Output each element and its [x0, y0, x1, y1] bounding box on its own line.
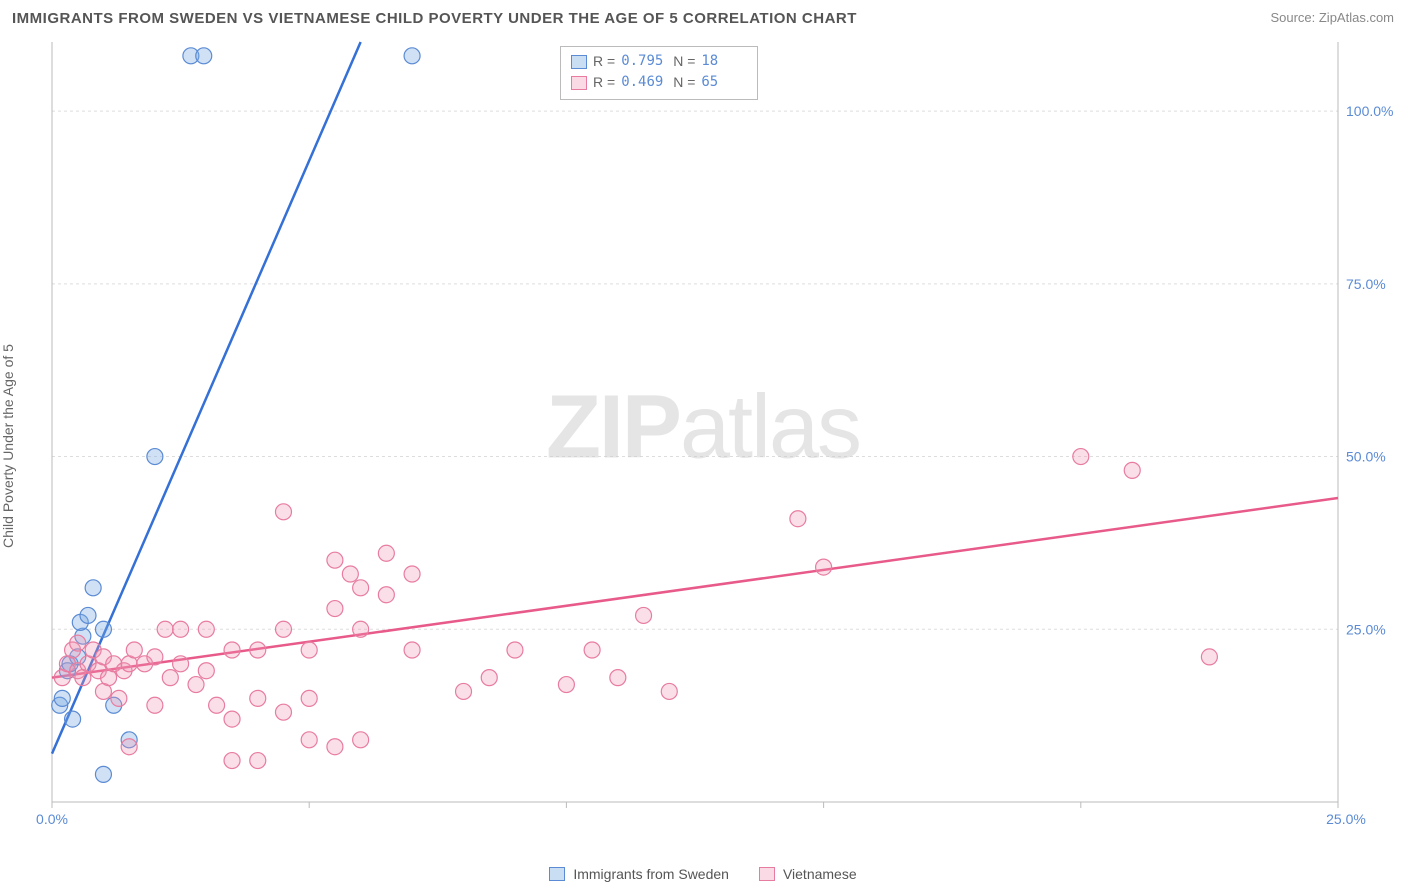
svg-text:25.0%: 25.0% — [1326, 811, 1366, 827]
legend-label-pink: Vietnamese — [783, 866, 857, 882]
stats-legend: R = 0.795 N = 18 R = 0.469 N = 65 — [560, 46, 758, 100]
title-bar: IMMIGRANTS FROM SWEDEN VS VIETNAMESE CHI… — [12, 10, 1394, 27]
r-label-2: R = — [593, 72, 615, 93]
legend-label-blue: Immigrants from Sweden — [573, 866, 729, 882]
n-value-blue: 18 — [701, 51, 747, 72]
legend-item-blue: Immigrants from Sweden — [549, 866, 729, 882]
stats-row-pink: R = 0.469 N = 65 — [571, 72, 747, 93]
chart-title: IMMIGRANTS FROM SWEDEN VS VIETNAMESE CHI… — [12, 10, 857, 27]
y-axis-label: Child Poverty Under the Age of 5 — [0, 344, 16, 548]
plot-area: 25.0%50.0%75.0%100.0%0.0%25.0% — [48, 42, 1388, 832]
r-value-blue: 0.795 — [621, 51, 667, 72]
svg-text:25.0%: 25.0% — [1346, 621, 1386, 637]
bottom-legend: Immigrants from Sweden Vietnamese — [0, 866, 1406, 882]
svg-text:75.0%: 75.0% — [1346, 276, 1386, 292]
chart-container: IMMIGRANTS FROM SWEDEN VS VIETNAMESE CHI… — [0, 0, 1406, 892]
stats-row-blue: R = 0.795 N = 18 — [571, 51, 747, 72]
legend-swatch-pink-icon — [759, 867, 775, 881]
svg-text:0.0%: 0.0% — [36, 811, 68, 827]
n-value-pink: 65 — [701, 72, 747, 93]
svg-text:50.0%: 50.0% — [1346, 449, 1386, 465]
legend-swatch-blue-icon — [549, 867, 565, 881]
n-label-2: N = — [673, 72, 695, 93]
legend-item-pink: Vietnamese — [759, 866, 857, 882]
source-attribution: Source: ZipAtlas.com — [1270, 10, 1394, 25]
swatch-pink-icon — [571, 76, 587, 90]
swatch-blue-icon — [571, 55, 587, 69]
svg-text:100.0%: 100.0% — [1346, 103, 1393, 119]
r-label: R = — [593, 51, 615, 72]
r-value-pink: 0.469 — [621, 72, 667, 93]
scatter-svg: 25.0%50.0%75.0%100.0%0.0%25.0% — [48, 42, 1388, 832]
n-label: N = — [673, 51, 695, 72]
